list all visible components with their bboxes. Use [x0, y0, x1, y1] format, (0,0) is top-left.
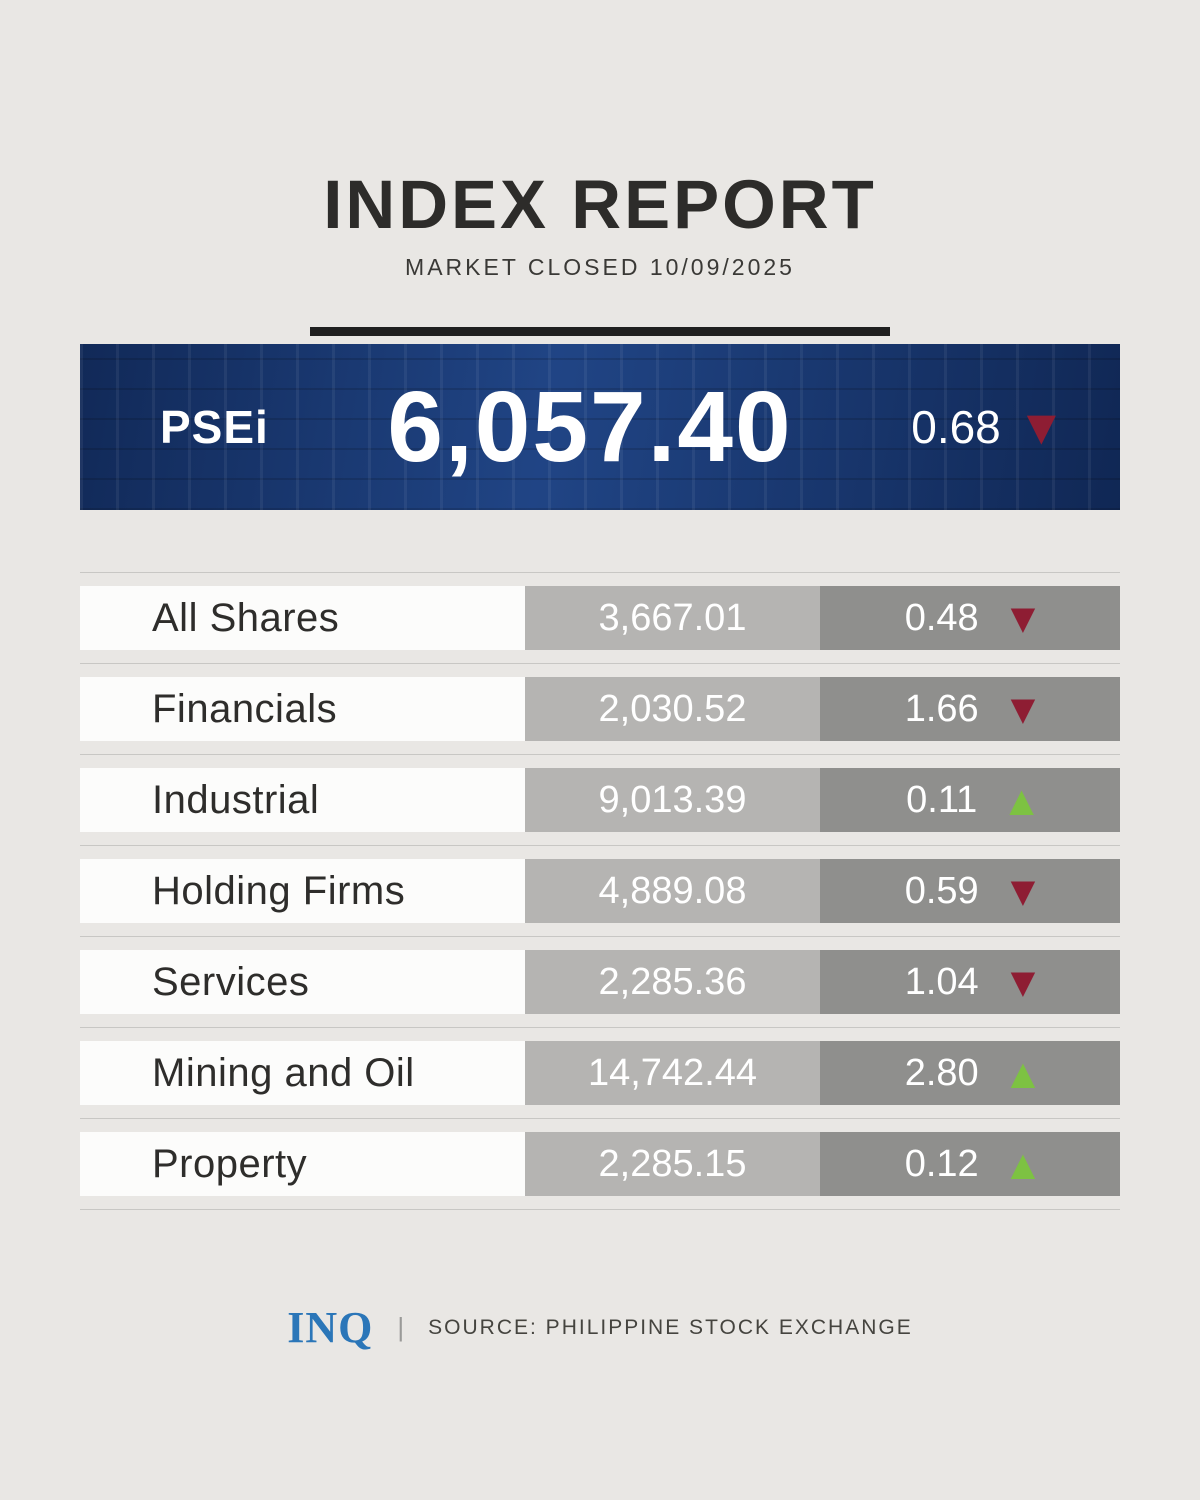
inq-logo: INQ: [287, 1303, 374, 1352]
index-row: All Shares 3,667.01 0.48 ▼: [80, 586, 1120, 650]
footer: INQ | SOURCE: PHILIPPINE STOCK EXCHANGE: [0, 1302, 1200, 1353]
psei-change: 0.68 ▼: [911, 400, 1056, 454]
table-row: Industrial 9,013.39 0.11 ▲: [80, 754, 1120, 845]
index-name: Industrial: [80, 768, 525, 832]
down-triangle-icon: ▼: [1010, 599, 1036, 637]
market-status-subtitle: MARKET CLOSED 10/09/2025: [405, 254, 795, 280]
source-text: SOURCE: PHILIPPINE STOCK EXCHANGE: [428, 1315, 913, 1339]
index-change-value: 1.66: [904, 687, 979, 730]
index-change-value: 0.12: [904, 1142, 979, 1185]
index-change: 1.04 ▼: [820, 950, 1120, 1014]
down-triangle-icon: ▼: [1010, 690, 1036, 728]
index-change: 1.66 ▼: [820, 677, 1120, 741]
index-value: 14,742.44: [525, 1041, 820, 1105]
index-change: 0.11 ▲: [820, 768, 1120, 832]
index-change: 0.48 ▼: [820, 586, 1120, 650]
index-value: 4,889.08: [525, 859, 820, 923]
index-table: All Shares 3,667.01 0.48 ▼ Financials 2,…: [80, 572, 1120, 1210]
index-value: 2,285.36: [525, 950, 820, 1014]
table-row: Property 2,285.15 0.12 ▲: [80, 1118, 1120, 1209]
table-row: Financials 2,030.52 1.66 ▼: [80, 663, 1120, 754]
index-row: Financials 2,030.52 1.66 ▼: [80, 677, 1120, 741]
index-change-value: 0.48: [904, 596, 979, 639]
index-change: 0.59 ▼: [820, 859, 1120, 923]
index-name: Mining and Oil: [80, 1041, 525, 1105]
index-row: Services 2,285.36 1.04 ▼: [80, 950, 1120, 1014]
index-change-value: 0.11: [906, 778, 978, 821]
index-value: 3,667.01: [525, 586, 820, 650]
up-triangle-icon: ▲: [1010, 1145, 1036, 1183]
down-triangle-icon: ▼: [1010, 872, 1036, 910]
index-name: All Shares: [80, 586, 525, 650]
table-row: Mining and Oil 14,742.44 2.80 ▲: [80, 1027, 1120, 1118]
index-change-value: 2.80: [904, 1051, 979, 1094]
down-triangle-icon: ▼: [1026, 405, 1056, 449]
index-value: 2,030.52: [525, 677, 820, 741]
psei-banner: PSEi 6,057.40 0.68 ▼: [80, 344, 1120, 510]
index-change-value: 1.04: [904, 960, 979, 1003]
header: INDEX REPORT MARKET CLOSED 10/09/2025: [0, 0, 1200, 281]
index-name: Holding Firms: [80, 859, 525, 923]
index-value: 2,285.15: [525, 1132, 820, 1196]
index-row: Holding Firms 4,889.08 0.59 ▼: [80, 859, 1120, 923]
psei-value: 6,057.40: [387, 370, 793, 483]
index-change: 2.80 ▲: [820, 1041, 1120, 1105]
index-name: Property: [80, 1132, 525, 1196]
table-row: All Shares 3,667.01 0.48 ▼: [80, 572, 1120, 663]
footer-separator: |: [397, 1312, 405, 1342]
down-triangle-icon: ▼: [1010, 963, 1036, 1001]
table-row: Holding Firms 4,889.08 0.59 ▼: [80, 845, 1120, 936]
index-change: 0.12 ▲: [820, 1132, 1120, 1196]
divider-bar: [310, 327, 890, 336]
table-row: Services 2,285.36 1.04 ▼: [80, 936, 1120, 1027]
index-row: Property 2,285.15 0.12 ▲: [80, 1132, 1120, 1196]
index-change-value: 0.59: [904, 869, 979, 912]
index-row: Industrial 9,013.39 0.11 ▲: [80, 768, 1120, 832]
up-triangle-icon: ▲: [1010, 1054, 1036, 1092]
psei-label: PSEi: [160, 401, 269, 453]
index-name: Services: [80, 950, 525, 1014]
psei-change-value: 0.68: [911, 401, 1001, 453]
index-value: 9,013.39: [525, 768, 820, 832]
up-triangle-icon: ▲: [1009, 781, 1034, 819]
index-name: Financials: [80, 677, 525, 741]
index-row: Mining and Oil 14,742.44 2.80 ▲: [80, 1041, 1120, 1105]
page-title: INDEX REPORT: [323, 166, 877, 243]
